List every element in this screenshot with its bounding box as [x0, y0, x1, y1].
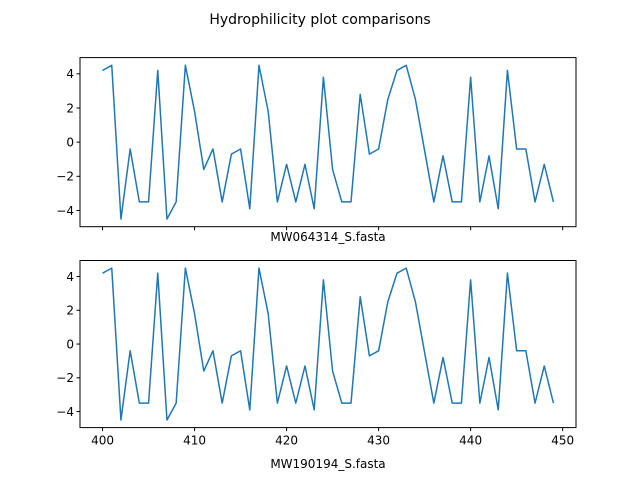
top-plot-frame — [79, 57, 577, 228]
bottom-subplot-marks: −4 −2 0 2 4 400 410 420 430 440 450 — [56, 260, 577, 448]
bottom-ytick-label: 2 — [66, 304, 74, 318]
bottom-ytick-label: 4 — [66, 270, 74, 284]
bottom-ytick-label: −2 — [56, 371, 74, 385]
bottom-subplot: −4 −2 0 2 4 400 410 420 430 440 450 MW190194_S.fas… — [56, 260, 577, 471]
bottom-subplot-xlabel: MW190194_S.fasta — [270, 457, 385, 471]
top-ytick-label: −2 — [56, 170, 74, 184]
top-subplot: −4 −2 0 2 4 MW064314_S.fasta — [56, 57, 577, 244]
top-ytick-label: 4 — [66, 67, 74, 81]
figure-title: Hydrophilicity plot comparisons — [209, 12, 430, 28]
bottom-xtick-label: 440 — [459, 434, 482, 448]
top-ytick-label: 2 — [66, 101, 74, 115]
top-ytick-label: −4 — [56, 204, 74, 218]
bottom-xtick-label: 410 — [183, 434, 206, 448]
top-subplot-xlabel: MW064314_S.fasta — [270, 230, 385, 244]
bottom-series-line-0 — [102, 267, 555, 421]
bottom-xtick-label: 450 — [551, 434, 574, 448]
bottom-ytick-label: 0 — [66, 337, 74, 351]
bottom-plot-frame — [79, 260, 577, 429]
bottom-ytick-label: −4 — [56, 405, 74, 419]
bottom-xtick-label: 400 — [91, 434, 114, 448]
top-series-line-0 — [102, 64, 555, 220]
bottom-xtick-label: 420 — [275, 434, 298, 448]
top-subplot-marks: −4 −2 0 2 4 — [56, 57, 577, 231]
top-ytick-label: 0 — [66, 135, 74, 149]
bottom-xtick-label: 430 — [367, 434, 390, 448]
